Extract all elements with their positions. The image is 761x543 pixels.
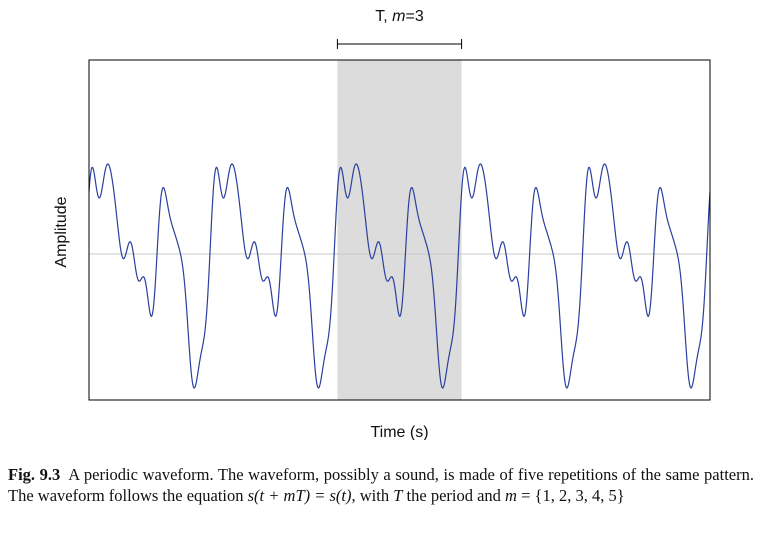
waveform-chart: T, m=3 Time (s) Amplitude [53,8,711,440]
caption-text-3: the period and [402,486,506,505]
figure-caption: Fig. 9.3 A periodic waveform. The wavefor… [8,464,754,506]
caption-var-T: T [393,486,403,505]
highlighted-period [337,60,462,400]
period-label: T, m=3 [375,8,424,25]
y-axis-label: Amplitude [53,196,70,267]
waveform-figure: T, m=3 Time (s) Amplitude [53,8,711,440]
caption-equation: s(t + mT) = s(t) [247,486,352,505]
caption-text-4: = {1, 2, 3, 4, 5} [516,486,625,505]
plot-frame [88,59,711,401]
x-axis-label: Time (s) [370,424,428,440]
waveform-line [88,163,711,389]
caption-var-m: m [505,486,517,505]
caption-text-1: A periodic waveform. The waveform, possi… [8,465,754,505]
figure-label: Fig. 9.3 [8,465,61,484]
period-bracket [336,39,463,49]
caption-text-2: , with [351,486,394,505]
